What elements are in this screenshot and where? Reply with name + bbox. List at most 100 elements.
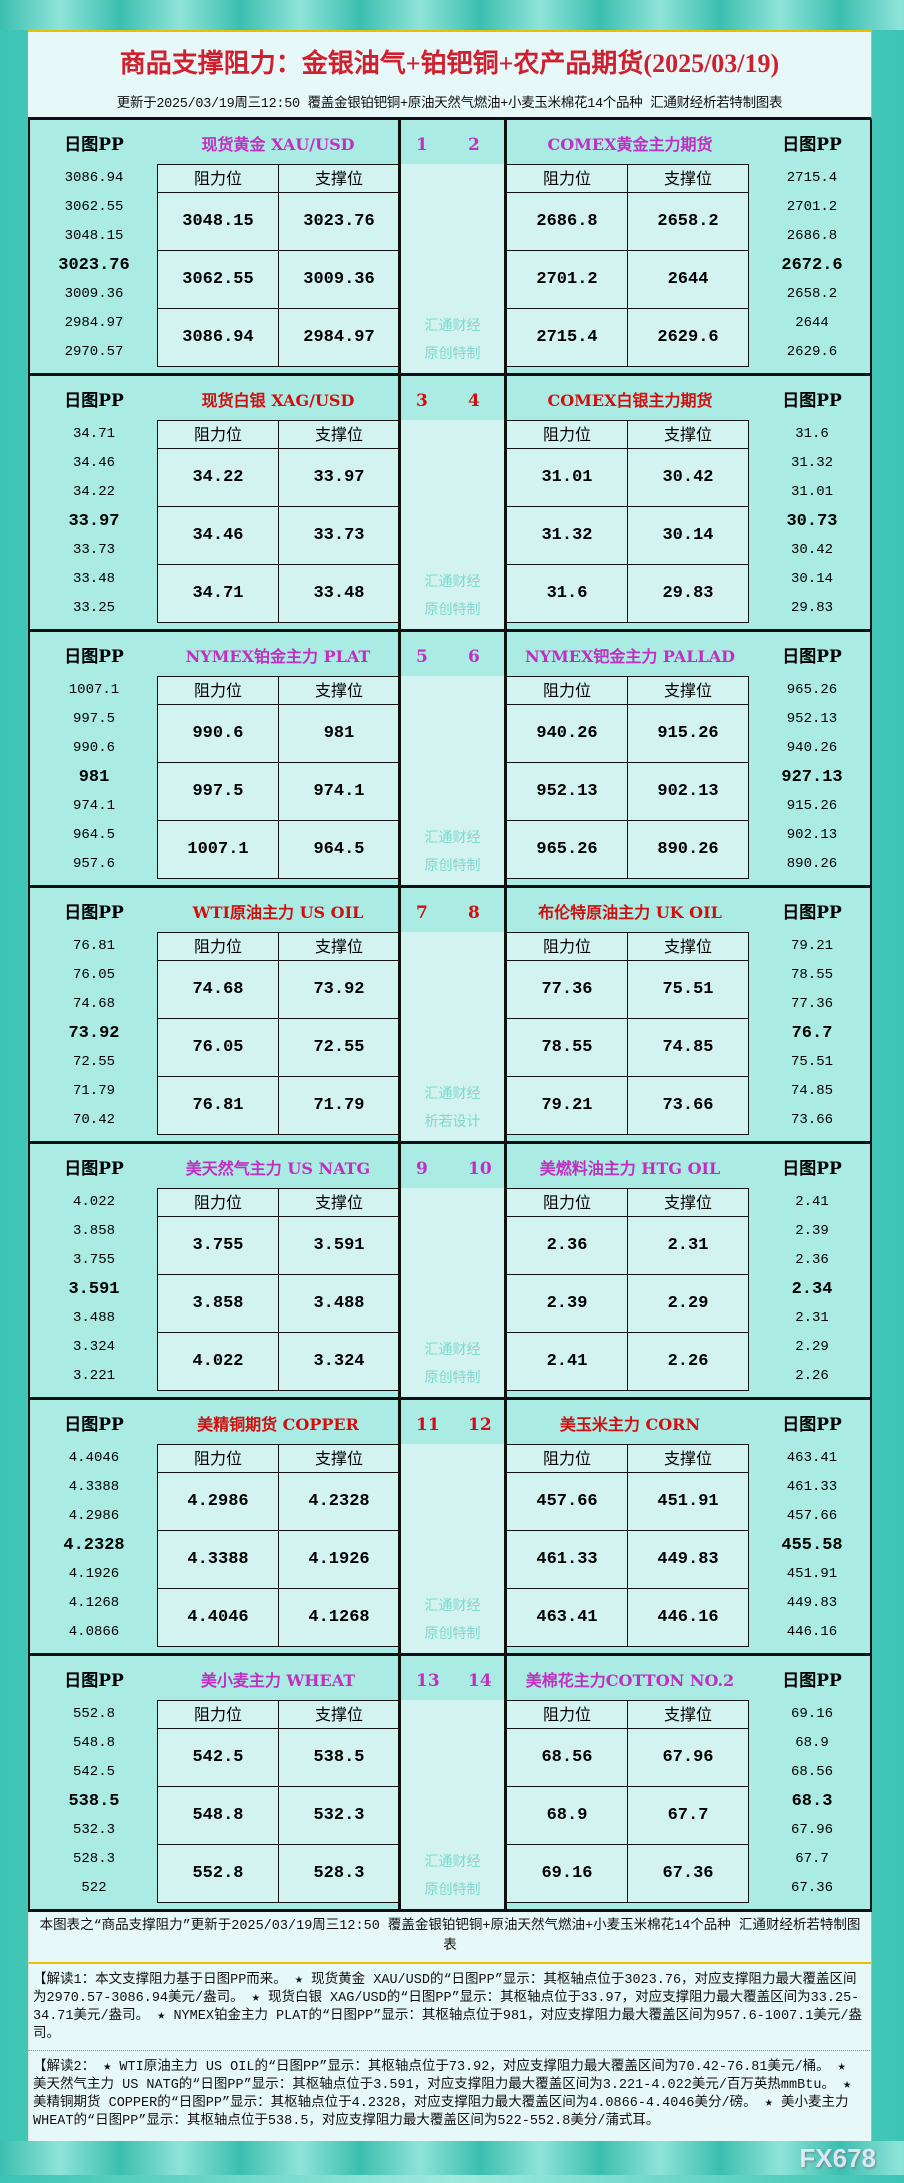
support-header: 支撑位 (278, 932, 400, 961)
pivot-point: 3.591 (68, 1280, 120, 1299)
watermark-text: 汇通财经 (424, 574, 481, 590)
divider (398, 376, 401, 629)
resistance-value: 457.66 (506, 1472, 628, 1531)
commodity-section: 日图PP 日图PP 现货白银 XAG/USD COMEX白银主力期货 3 4 34.71 34… (28, 376, 872, 632)
levels-table: 阻力位 支撑位 940.26 915.26 952.13 902.13 965.26 890.… (506, 676, 749, 879)
watermark-text: 汇通财经 (424, 318, 481, 334)
watermark-text: 汇通财经 (424, 1342, 481, 1358)
resistance-header: 阻力位 (506, 932, 628, 961)
support-header: 支撑位 (278, 164, 400, 193)
product-number-right: 2 (468, 135, 480, 155)
resistance-value: 78.55 (506, 1018, 628, 1077)
watermark-text: 原创特制 (424, 346, 481, 362)
pp-level: 31.6 (795, 426, 829, 442)
pp-level: 2.31 (795, 1310, 829, 1326)
product-title-right: 美棉花主力COTTON NO.2 (525, 1671, 735, 1690)
pp-level: 965.26 (786, 682, 838, 698)
resistance-header: 阻力位 (157, 1444, 279, 1473)
levels-table: 阻力位 支撑位 34.22 33.97 34.46 33.73 34.71 33.48 (157, 420, 400, 623)
pp-level: 3009.36 (64, 286, 124, 302)
divider (504, 1400, 507, 1653)
resistance-value: 1007.1 (157, 820, 279, 879)
support-value: 2984.97 (278, 308, 400, 367)
levels-table: 阻力位 支撑位 77.36 75.51 78.55 74.85 79.21 73.66 (506, 932, 749, 1135)
support-value: 915.26 (627, 704, 749, 763)
mid-column (400, 1700, 505, 1909)
pp-level: 552.8 (72, 1706, 115, 1722)
support-value: 3.488 (278, 1274, 400, 1333)
resistance-value: 990.6 (157, 704, 279, 763)
divider (398, 632, 401, 885)
pp-level: 902.13 (786, 827, 838, 843)
divider (504, 1144, 507, 1397)
summary-note: 本图表之“商品支撑阻力”更新于2025/03/19周三12:50 覆盖金银铂钯铜… (28, 1912, 872, 1964)
support-value: 974.1 (278, 762, 400, 821)
resistance-value: 461.33 (506, 1530, 628, 1589)
support-header: 支撑位 (627, 932, 749, 961)
pp-header: 日图PP (782, 135, 842, 155)
pp-level: 2984.97 (64, 315, 124, 331)
pp-level: 30.42 (790, 542, 833, 558)
support-value: 33.73 (278, 506, 400, 565)
interpretation-2: 【解读2： ★ WTI原油主力 US OIL的“日图PP”显示：其枢轴点位于73… (28, 2051, 872, 2141)
watermark-text: 原创特制 (424, 858, 481, 874)
pp-level: 2970.57 (64, 344, 124, 360)
pivot-point: 981 (78, 768, 110, 787)
support-value: 3.591 (278, 1216, 400, 1275)
watermark-text: 原创特制 (424, 1626, 481, 1642)
divider (504, 1656, 507, 1909)
pivot-point: 927.13 (781, 768, 843, 787)
commodity-section: 日图PP 日图PP 现货黄金 XAU/USD COMEX黄金主力期货 1 2 3086.94… (28, 120, 872, 376)
support-header: 支撑位 (627, 164, 749, 193)
pp-level: 2701.2 (786, 199, 838, 215)
resistance-value: 3.858 (157, 1274, 279, 1333)
chart-panel: 商品支撑阻力：金银油气+铂钯铜+农产品期货(2025/03/19) 更新于202… (28, 30, 872, 2141)
pivot-point: 3023.76 (58, 256, 130, 275)
resistance-header: 阻力位 (506, 676, 628, 705)
resistance-header: 阻力位 (157, 676, 279, 705)
pp-header: 日图PP (782, 391, 842, 411)
mid-header (400, 1400, 505, 1444)
resistance-value: 3086.94 (157, 308, 279, 367)
resistance-value: 77.36 (506, 960, 628, 1019)
divider (398, 1656, 401, 1909)
pp-level: 4.1268 (68, 1595, 120, 1611)
divider (504, 888, 507, 1141)
pivot-point: 68.3 (791, 1792, 833, 1811)
pp-level: 33.48 (72, 571, 115, 587)
resistance-value: 3.755 (157, 1216, 279, 1275)
pivot-point: 2.34 (791, 1280, 833, 1299)
watermark-text: 原创特制 (424, 1882, 481, 1898)
resistance-value: 76.05 (157, 1018, 279, 1077)
resistance-value: 4.022 (157, 1332, 279, 1391)
pivot-point: 76.7 (791, 1024, 833, 1043)
pp-header: 日图PP (64, 647, 124, 667)
product-number-right: 4 (468, 391, 480, 411)
resistance-value: 3062.55 (157, 250, 279, 309)
mid-header (400, 120, 505, 164)
mid-header (400, 632, 505, 676)
pp-level: 449.83 (786, 1595, 838, 1611)
support-value: 4.2328 (278, 1472, 400, 1531)
product-title-left: NYMEX铂金主力 PLAT (185, 647, 371, 666)
product-number-right: 6 (468, 647, 480, 667)
support-value: 890.26 (627, 820, 749, 879)
product-number-right: 14 (468, 1671, 492, 1691)
pp-level: 2644 (795, 315, 829, 331)
pp-level: 79.21 (790, 938, 833, 954)
pp-level: 34.46 (72, 455, 115, 471)
pp-level: 73.66 (790, 1112, 833, 1128)
pp-level: 3048.15 (64, 228, 124, 244)
pp-level: 974.1 (72, 798, 115, 814)
support-value: 451.91 (627, 1472, 749, 1531)
pp-level: 3.488 (72, 1310, 115, 1326)
product-title-right: 美燃料油主力 HTG OIL (539, 1159, 721, 1178)
support-value: 33.48 (278, 564, 400, 623)
pp-level: 461.33 (786, 1479, 838, 1495)
support-value: 72.55 (278, 1018, 400, 1077)
product-number-left: 11 (416, 1415, 440, 1435)
pp-level: 67.96 (790, 1822, 833, 1838)
resistance-value: 2.41 (506, 1332, 628, 1391)
support-value: 2629.6 (627, 308, 749, 367)
resistance-value: 74.68 (157, 960, 279, 1019)
